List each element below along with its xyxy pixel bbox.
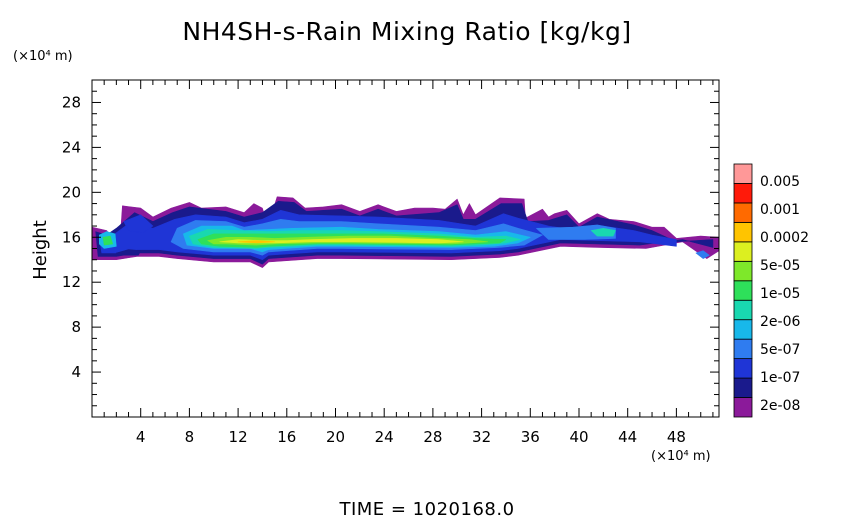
x-tick-label: 48 xyxy=(667,428,686,446)
x-axis: 4 8 12 16 20 24 28 32 36 40 44 48 xyxy=(103,80,714,446)
colorbar-swatch xyxy=(733,280,753,301)
x-tick-label: 12 xyxy=(229,428,248,446)
contour-region-13 xyxy=(536,224,616,240)
y-tick-label: 28 xyxy=(62,93,81,111)
x-axis-unit: (×10⁴ m) xyxy=(651,449,711,464)
colorbar-swatch xyxy=(733,319,753,340)
colorbar: 0.005 0.001 0.0002 5e-05 1e-05 2e-06 5e-07 1e-0… xyxy=(733,163,809,418)
x-tick-label: 24 xyxy=(375,428,394,446)
colorbar-swatch xyxy=(733,338,753,360)
contour-region-10 xyxy=(116,249,141,256)
x-tick-label: 32 xyxy=(472,428,491,446)
y-tick-label: 20 xyxy=(62,183,81,201)
colorbar-label: 2e-08 xyxy=(760,398,800,414)
colorbar-label: 5e-07 xyxy=(760,342,800,358)
contour-region-15 xyxy=(123,214,154,234)
y-tick-label: 16 xyxy=(62,228,81,246)
colorbar-swatch xyxy=(733,358,753,379)
colorbar-swatch xyxy=(733,183,753,204)
y-tick-label: 8 xyxy=(71,318,81,336)
contour-region-12 xyxy=(102,235,113,246)
contour-region-16 xyxy=(695,250,710,259)
colorbar-swatch xyxy=(733,241,753,262)
colorbar-label: 1e-07 xyxy=(760,370,800,386)
contour-fill-layer xyxy=(91,196,720,268)
y-axis-unit: (×10⁴ m) xyxy=(13,49,73,64)
x-tick-label: 20 xyxy=(326,428,345,446)
x-tick-label: 40 xyxy=(569,428,588,446)
y-tick-label: 12 xyxy=(62,273,81,291)
contour-region-9 xyxy=(237,240,275,244)
x-tick-label: 44 xyxy=(618,428,637,446)
colorbar-label: 0.005 xyxy=(760,174,800,190)
colorbar-swatch xyxy=(733,202,753,223)
x-tick-label: 28 xyxy=(423,428,442,446)
colorbar-swatch xyxy=(733,299,753,321)
y-axis: 4 8 12 16 20 24 28 xyxy=(62,90,719,407)
time-label: TIME = 1020168.0 xyxy=(338,499,514,519)
contour-region-8 xyxy=(219,238,464,244)
colorbar-label: 2e-06 xyxy=(760,314,800,330)
x-tick-label: 4 xyxy=(136,428,146,446)
colorbar-label: 0.001 xyxy=(760,202,800,218)
x-tick-label: 8 xyxy=(185,428,195,446)
colorbar-label: 0.0002 xyxy=(760,230,809,246)
x-tick-label: 36 xyxy=(521,428,540,446)
colorbar-label: 5e-05 xyxy=(760,258,800,274)
y-tick-label: 4 xyxy=(71,363,81,381)
y-tick-label: 24 xyxy=(62,138,81,156)
colorbar-swatch xyxy=(733,397,753,418)
y-axis-label: Height xyxy=(30,220,51,280)
colorbar-swatch xyxy=(733,163,753,184)
x-tick-label: 16 xyxy=(277,428,296,446)
chart-title: NH4SH-s-Rain Mixing Ratio [kg/kg] xyxy=(182,17,631,46)
colorbar-label: 1e-05 xyxy=(760,286,800,302)
contour-region-14 xyxy=(590,228,616,237)
colorbar-swatch xyxy=(733,377,753,398)
colorbar-swatch xyxy=(733,221,753,243)
colorbar-swatch xyxy=(733,260,753,282)
